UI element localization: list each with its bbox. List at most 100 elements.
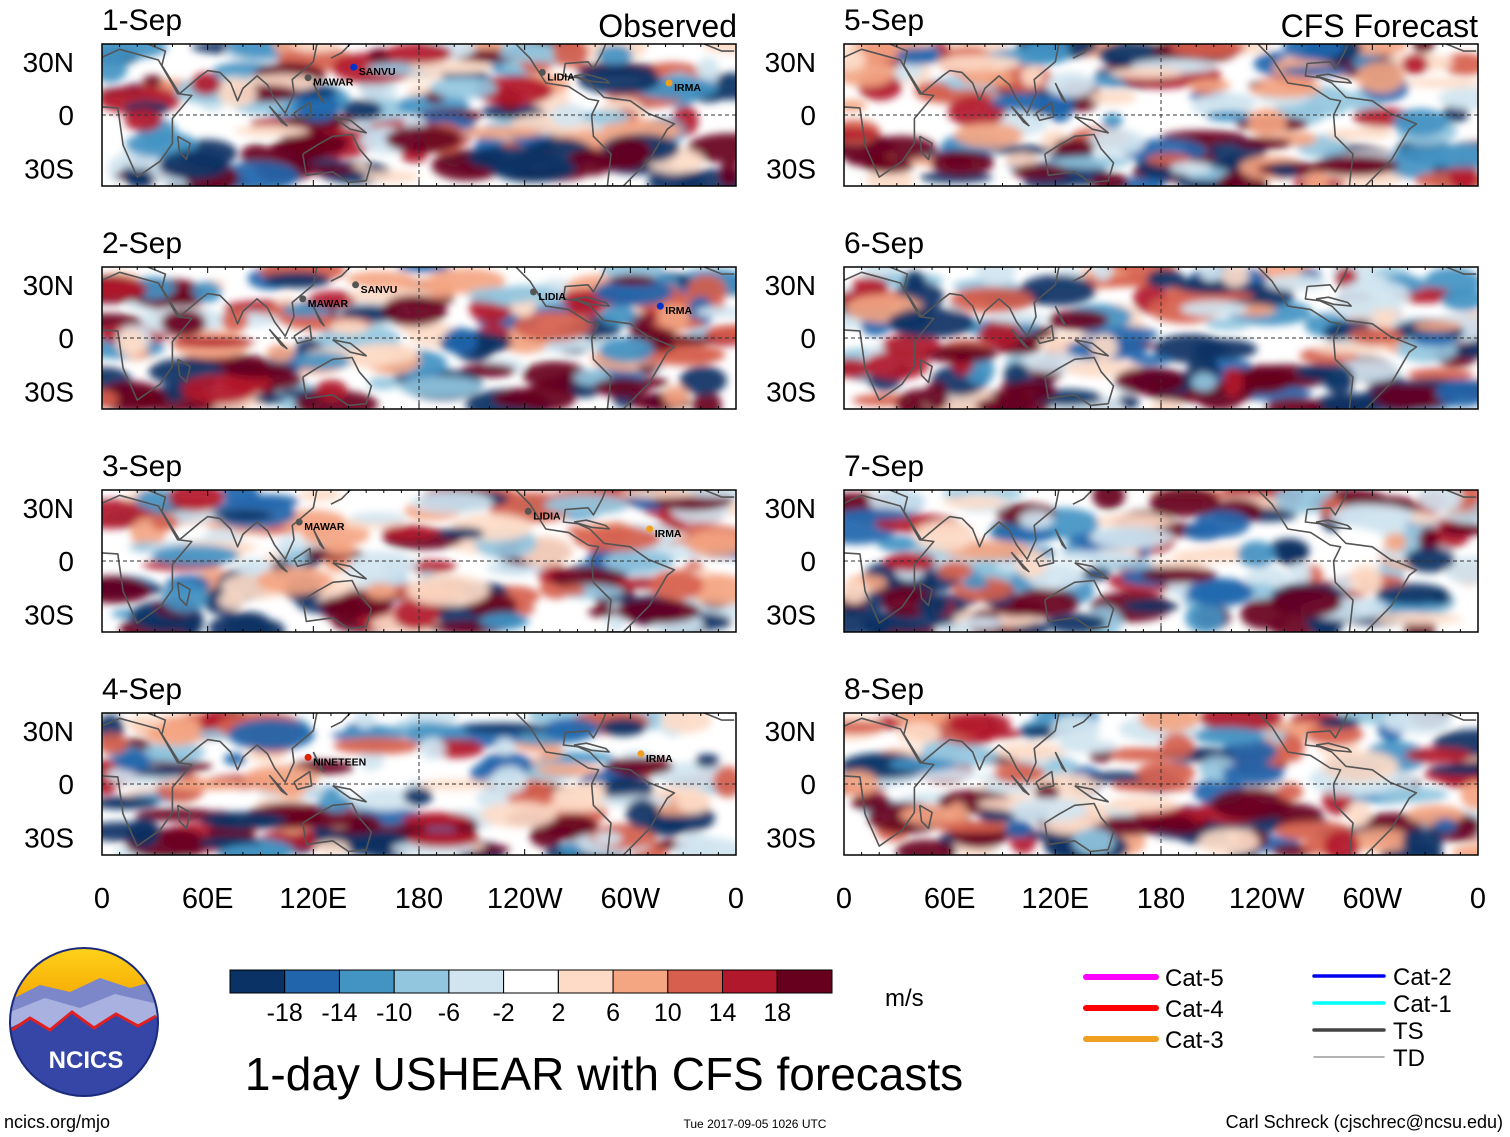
colorbar-swatch	[557, 969, 614, 994]
longitude-tick-label: 120W	[1229, 883, 1305, 915]
map-panel: 6-Sep 30N 0 30S	[765, 227, 1479, 410]
panel-date-label: 1-Sep	[102, 4, 182, 37]
latitude-tick-label: 30S	[766, 822, 816, 853]
colorbar-tick-label: 2	[551, 999, 565, 1027]
ncics-logo: NCICS	[9, 947, 159, 1097]
longitude-tick-label: 120W	[487, 883, 563, 915]
coastlines	[844, 267, 1477, 409]
storm-marker	[304, 753, 312, 761]
legend-label: TD	[1393, 1045, 1425, 1072]
map-panel: NINETEEN IRMA 4-Sep 30N 0 30S	[23, 673, 737, 856]
storm-label: LIDIA	[547, 71, 575, 83]
latitude-tick-label: 30N	[765, 47, 816, 78]
storm-label: MAWAR	[308, 298, 349, 310]
shear-field	[844, 490, 1478, 632]
latitude-tick-label: 30S	[24, 599, 74, 630]
footer-timestamp: Tue 2017-09-05 1026 UTC	[684, 1117, 827, 1131]
map-panels: SANVU MAWAR LIDIA IRMA 1-Sep 30N 0 30S SANVU MAWA…	[23, 4, 1479, 856]
colorbar-tick-label: -14	[321, 999, 357, 1027]
longitude-tick-label: 180	[395, 883, 443, 915]
legend-label: TS	[1393, 1018, 1424, 1045]
colorbar-tick-label: -10	[376, 999, 412, 1027]
legend-label: Cat-1	[1393, 991, 1452, 1018]
shear-field	[102, 267, 736, 409]
legend-label: Cat-5	[1165, 965, 1224, 992]
legend-label: Cat-4	[1165, 996, 1224, 1023]
latitude-tick-label: 0	[800, 546, 816, 577]
latitude-tick-label: 30N	[765, 270, 816, 301]
longitude-tick-label: 60W	[1342, 883, 1402, 915]
storm-marker	[352, 281, 360, 289]
longitude-tick-label: 0	[728, 883, 744, 915]
latitude-tick-label: 0	[58, 546, 74, 577]
longitude-tick-label: 0	[836, 883, 852, 915]
observed-column-label: Observed	[598, 8, 737, 44]
panel-date-label: 8-Sep	[844, 673, 924, 706]
latitude-tick-label: 30S	[766, 599, 816, 630]
colorbar-swatch	[339, 969, 395, 994]
storm-marker	[304, 74, 312, 82]
coastlines	[844, 713, 1477, 855]
colorbar-tick-label: 14	[709, 999, 737, 1027]
latitude-tick-label: 30N	[23, 47, 74, 78]
storm-marker	[637, 750, 645, 758]
storm-marker	[299, 295, 307, 303]
shear-field	[102, 44, 736, 186]
longitude-tick-label: 120E	[1021, 883, 1089, 915]
storm-label: LIDIA	[533, 510, 561, 522]
storm-label: IRMA	[665, 305, 692, 317]
panel-date-label: 7-Sep	[844, 450, 924, 483]
colorbar-swatch	[612, 969, 669, 994]
latitude-tick-label: 30N	[23, 270, 74, 301]
colorbar-tick-label: -18	[267, 999, 303, 1027]
shear-field	[102, 713, 736, 855]
storm-marker	[646, 525, 654, 533]
longitude-tick-label: 120E	[279, 883, 347, 915]
map-panel: 7-Sep 30N 0 30S	[765, 450, 1479, 633]
storm-marker	[538, 68, 546, 76]
storm-marker	[350, 63, 358, 71]
shear-field	[844, 267, 1478, 409]
storm-label: NINETEEN	[313, 756, 366, 768]
storm-label: MAWAR	[304, 521, 345, 533]
storm-label: SANVU	[361, 284, 398, 296]
colorbar-swatch	[393, 969, 450, 994]
longitude-tick-label: 60E	[924, 883, 976, 915]
colorbar-swatch	[284, 969, 340, 994]
storm-marker	[530, 288, 537, 296]
storm-label: IRMA	[655, 528, 682, 540]
colorbar-tick-label: 18	[763, 999, 791, 1027]
latitude-tick-label: 0	[800, 323, 816, 354]
storm-label: MAWAR	[313, 77, 354, 89]
storm-label: IRMA	[674, 82, 701, 94]
latitude-tick-label: 0	[800, 100, 816, 131]
longitude-tick-label: 60W	[600, 883, 660, 915]
colorbar-swatch	[722, 969, 778, 994]
shear-field	[844, 44, 1478, 186]
latitude-tick-label: 0	[800, 769, 816, 800]
colorbar-tick-label: -2	[492, 999, 514, 1027]
longitude-tick-label: 180	[1137, 883, 1185, 915]
coastlines	[844, 490, 1477, 632]
latitude-tick-label: 30N	[765, 716, 816, 747]
latitude-tick-label: 30S	[24, 153, 74, 184]
colorbar-swatch	[667, 969, 723, 994]
longitude-tick-label: 0	[94, 883, 110, 915]
latitude-tick-label: 30S	[766, 153, 816, 184]
coastlines	[102, 267, 735, 409]
storm-marker	[665, 79, 673, 87]
longitude-tick-label: 0	[1470, 883, 1486, 915]
panel-date-label: 4-Sep	[102, 673, 182, 706]
longitude-tick-label: 60E	[182, 883, 234, 915]
latitude-tick-label: 0	[58, 769, 74, 800]
latitude-tick-label: 30N	[23, 493, 74, 524]
forecast-column-label: CFS Forecast	[1281, 8, 1478, 44]
shear-field	[102, 490, 736, 632]
footer-url: ncics.org/mjo	[4, 1112, 110, 1132]
colorbar-tick-label: 10	[654, 999, 682, 1027]
latitude-tick-label: 30S	[24, 822, 74, 853]
storm-marker	[295, 518, 303, 526]
coastlines	[102, 44, 735, 186]
colorbar-tick-label: 6	[606, 999, 620, 1027]
